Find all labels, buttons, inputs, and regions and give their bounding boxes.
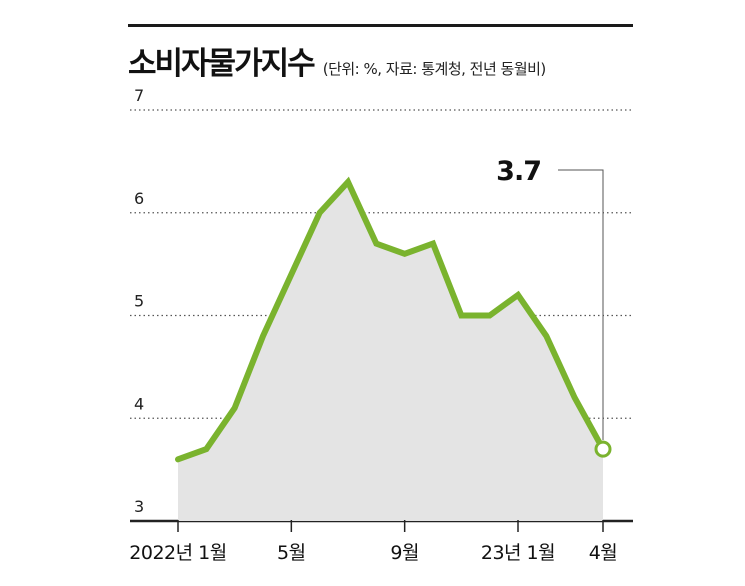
y-tick-label-5: 5: [134, 292, 144, 311]
y-axis-ticks: 3 4 5 6 7: [134, 86, 144, 516]
annotation-leader-line: [558, 169, 604, 441]
y-tick-label-6: 6: [134, 189, 144, 208]
x-tick-label-4: 5월: [277, 542, 306, 564]
last-point-marker: [594, 440, 612, 458]
chart-title: 소비자물가지수: [128, 46, 316, 82]
chart-subtitle: (단위: %, 자료: 통계청, 전년 동월비): [322, 60, 547, 78]
series-line-layer: [175, 176, 606, 463]
chart-header: 소비자물가지수 (단위: %, 자료: 통계청, 전년 동월비): [128, 38, 546, 83]
top-rule: [128, 24, 633, 27]
x-tick-label-0: 2022년 1월: [129, 542, 226, 564]
series-line: [175, 176, 606, 463]
x-tick-label-12: 23년 1월: [481, 542, 555, 564]
annotation-value-label: 3.7: [496, 156, 541, 187]
x-tick-label-15: 4월: [589, 542, 618, 564]
x-axis-ticks: 2022년 1월 5월 9월 23년 1월 4월: [129, 520, 618, 564]
x-tick-label-8: 9월: [390, 542, 419, 564]
y-tick-label-7: 7: [134, 86, 144, 105]
area-fill: [178, 181, 603, 522]
y-tick-label-4: 4: [134, 394, 144, 413]
area-fill-shape: [178, 181, 603, 522]
annotation-layer: 3.7: [496, 156, 612, 458]
y-tick-label-3: 3: [134, 497, 144, 516]
